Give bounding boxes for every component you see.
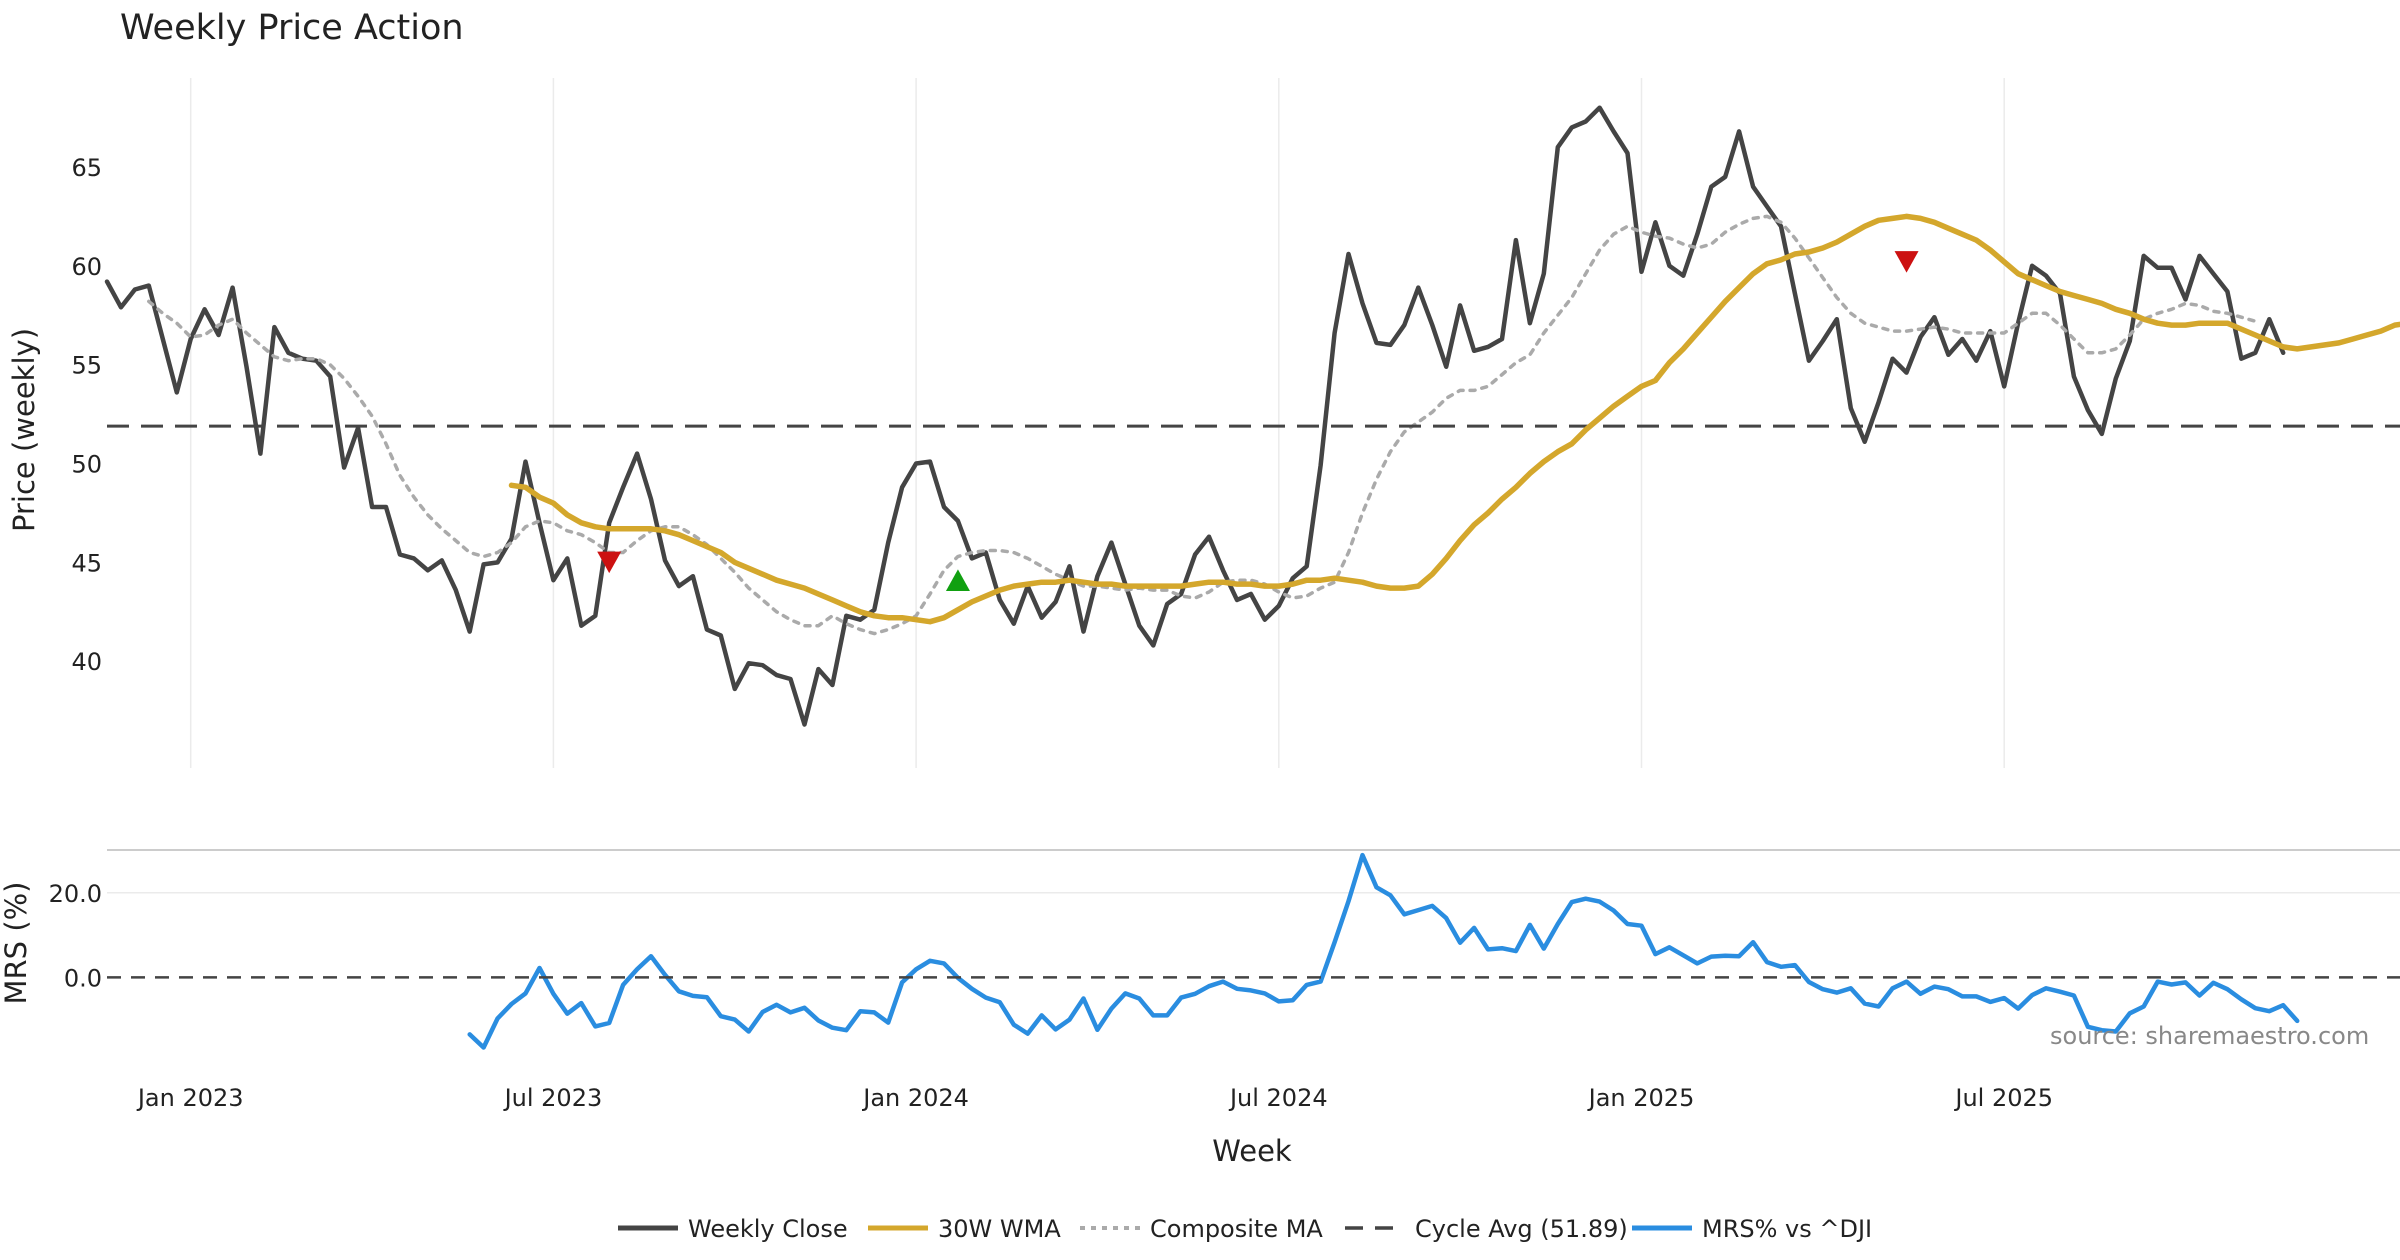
- x-tick-3: Jul 2024: [1228, 1084, 1328, 1112]
- x-tick-5: Jul 2025: [1953, 1084, 2053, 1112]
- x-tick-1: Jul 2023: [503, 1084, 603, 1112]
- mrs-y-ticks: 0.0 20.0: [49, 880, 102, 993]
- sell-marker-2: [1894, 251, 1919, 273]
- source-watermark: source: sharemaestro.com: [2050, 1022, 2369, 1050]
- mrs-y-axis-label: MRS (%): [0, 882, 33, 1005]
- price-y-axis-label: Price (weekly): [7, 328, 41, 532]
- price-y-tick-1: 45: [71, 549, 102, 577]
- series-30w-wma: [508, 213, 2400, 625]
- chart-title: Weekly Price Action: [120, 8, 464, 48]
- price-y-tick-5: 65: [71, 154, 102, 182]
- price-y-tick-3: 55: [71, 352, 102, 380]
- legend: Weekly Close 30W WMA Composite MA Cycle Avg…: [618, 1215, 1872, 1243]
- x-axis-label: Week: [1212, 1134, 1292, 1168]
- signal-markers: [597, 251, 1919, 591]
- series-mrs-vs-dji: [467, 852, 2300, 1050]
- mrs-grid: [107, 849, 2400, 894]
- x-tick-4: Jan 2025: [1587, 1084, 1695, 1112]
- legend-label-0: Weekly Close: [688, 1215, 848, 1243]
- buy-marker-1: [945, 569, 970, 591]
- x-tick-2: Jan 2024: [861, 1084, 969, 1112]
- price-series-layer: [104, 105, 2400, 727]
- price-y-tick-4: 60: [71, 253, 102, 281]
- legend-label-4: MRS% vs ^DJI: [1702, 1215, 1872, 1243]
- legend-label-3: Cycle Avg (51.89): [1415, 1215, 1628, 1243]
- mrs-series-layer: [107, 852, 2400, 1050]
- sell-marker-0: [597, 551, 622, 574]
- mrs-y-tick-0: 0.0: [64, 964, 102, 992]
- series-weekly-close: [104, 105, 2286, 727]
- mrs-y-tick-1: 20.0: [49, 880, 102, 908]
- x-ticks: Jan 2023 Jul 2023 Jan 2024 Jul 2024 Jan 2025…: [136, 1084, 2053, 1112]
- price-y-tick-0: 40: [71, 648, 102, 676]
- legend-label-1: 30W WMA: [938, 1215, 1061, 1243]
- x-tick-0: Jan 2023: [136, 1084, 244, 1112]
- price-y-ticks: 40 45 50 55 60 65: [71, 154, 102, 676]
- price-y-tick-2: 50: [71, 451, 102, 479]
- legend-label-2: Composite MA: [1150, 1215, 1323, 1243]
- series-composite-ma: [147, 214, 2258, 636]
- price-grid: [189, 78, 2005, 768]
